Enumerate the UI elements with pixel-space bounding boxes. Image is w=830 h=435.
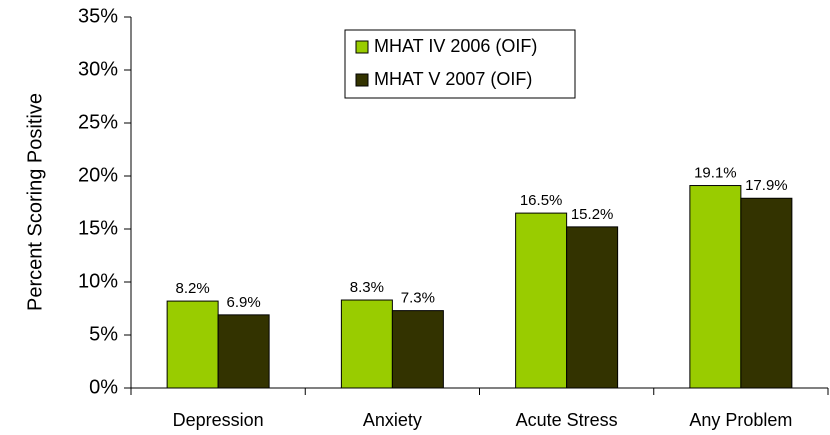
value-label: 17.9% (745, 177, 788, 194)
x-tick-label: Acute Stress (516, 410, 618, 430)
bar (391, 310, 444, 389)
legend-swatch (355, 73, 369, 87)
y-tick-label: 15% (78, 217, 118, 239)
bar (566, 226, 619, 389)
value-label: 16.5% (520, 192, 563, 209)
y-tick-label: 5% (89, 323, 118, 345)
value-label: 6.9% (227, 294, 261, 311)
y-tick-label: 35% (78, 5, 118, 27)
y-tick-label: 25% (78, 111, 118, 133)
value-label: 19.1% (694, 165, 737, 182)
x-tick-label: Depression (173, 410, 264, 430)
bar (340, 299, 393, 389)
x-tick-label: Anxiety (363, 410, 422, 430)
legend-swatch (355, 40, 369, 54)
y-tick-label: 30% (78, 58, 118, 80)
bar (217, 314, 270, 389)
x-tick-label: Any Problem (689, 410, 792, 430)
bar (689, 185, 742, 389)
value-label: 15.2% (571, 206, 614, 223)
legend-label: MHAT V 2007 (OIF) (374, 69, 532, 89)
y-tick-label: 10% (78, 270, 118, 292)
value-label: 8.3% (350, 279, 384, 296)
bar (740, 197, 793, 389)
legend-label: MHAT IV 2006 (OIF) (374, 36, 537, 56)
y-tick-label: 0% (89, 376, 118, 398)
bar (515, 212, 568, 389)
y-axis-title: Percent Scoring Positive (24, 93, 46, 311)
value-label: 8.2% (176, 280, 210, 297)
bar (166, 300, 219, 389)
y-tick-label: 20% (78, 164, 118, 186)
legend-box (344, 29, 576, 99)
value-label: 7.3% (401, 290, 435, 307)
